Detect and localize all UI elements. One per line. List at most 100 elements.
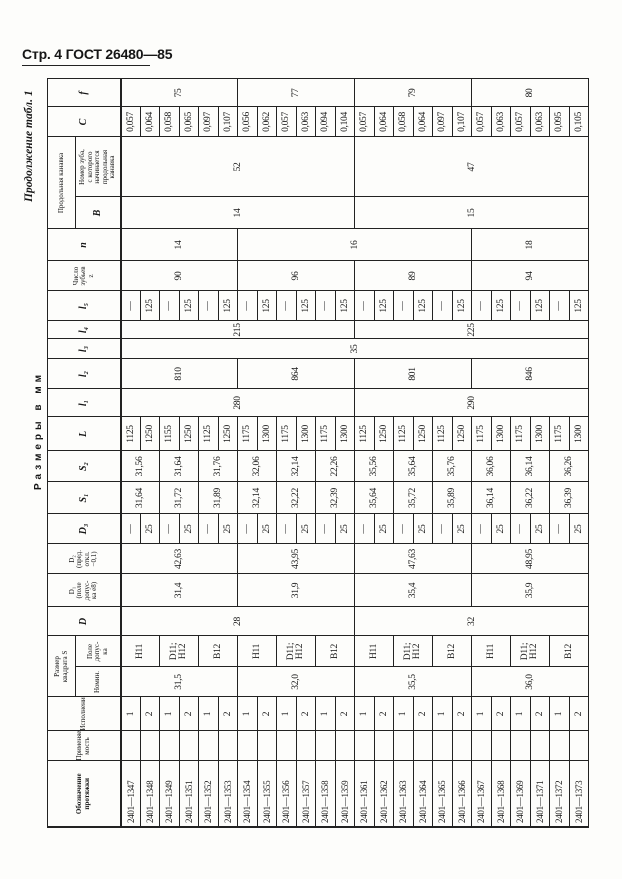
cell-designation: 2401—1352 (198, 761, 218, 827)
cell-d3: — (315, 513, 335, 544)
cell-C: 0,057 (354, 106, 374, 137)
cell-l5: 125 (452, 290, 472, 321)
cell-designation: 2401—1358 (315, 761, 335, 827)
cell-B: 15 (354, 196, 589, 229)
header-s2: S₂ (47, 450, 121, 482)
cell-d3: 25 (257, 513, 277, 544)
cell-C: 0,062 (257, 106, 277, 137)
header-l5: l₅ (47, 290, 121, 321)
cell-s1: 35,89 (432, 481, 472, 514)
table-row: 2401—1361 1 35,5 H11 32 35,4 47,63—35,64 35,56 1… (354, 78, 589, 827)
cell-d3: 25 (296, 513, 316, 544)
cell-application (510, 731, 530, 761)
header-designation: Обозначение протяжки (47, 761, 121, 827)
header-d1: D₁ (поле допус- ка e8) (47, 573, 121, 607)
cell-application (432, 731, 452, 761)
cell-C: 0,107 (452, 106, 472, 137)
header-square-nominal: Номин. (75, 667, 121, 697)
cell-l5: 125 (257, 290, 277, 321)
header-square-tolerance: Поле допус- ка (75, 635, 121, 667)
units-label: Размеры в мм (33, 370, 44, 490)
cell-L: 1125 (198, 416, 218, 451)
cell-d: 28 (120, 606, 355, 636)
cell-version: 1 (510, 697, 530, 731)
cell-designation: 2401—1357 (296, 761, 316, 827)
cell-version: 2 (452, 697, 472, 731)
cell-s_tol: D11; H12 (510, 635, 550, 667)
cell-version: 1 (354, 697, 374, 731)
header-groove-start-tooth: Номер зуба, с которого начинается продол… (75, 136, 121, 197)
cell-d3: — (198, 513, 218, 544)
cell-application (315, 731, 335, 761)
cell-l5: — (354, 290, 374, 321)
cell-d3: — (432, 513, 452, 544)
cell-s1: 35,72 (393, 481, 433, 514)
cell-L: 1125 (120, 416, 140, 451)
cell-version: 1 (159, 697, 179, 731)
cell-l5: 125 (296, 290, 316, 321)
cell-L: 1175 (471, 416, 491, 451)
cell-s_tol: H11 (471, 635, 511, 667)
header-f: f (47, 78, 121, 107)
cell-d3: — (120, 513, 140, 544)
cell-d3: — (354, 513, 374, 544)
cell-n: 18 (471, 228, 589, 261)
cell-version: 1 (237, 697, 257, 731)
cell-d3: 25 (530, 513, 550, 544)
cell-l5: — (432, 290, 452, 321)
cell-L: 1250 (140, 416, 160, 451)
header-d2: D₂ (пред. откл. −0,1) (47, 543, 121, 574)
cell-designation: 2401—1359 (335, 761, 355, 827)
header-application: Применяе- мость (47, 731, 121, 761)
cell-s1: 31,72 (159, 481, 199, 514)
cell-l5: — (471, 290, 491, 321)
cell-L: 1250 (179, 416, 199, 451)
cell-version: 1 (198, 697, 218, 731)
cell-l5: — (549, 290, 569, 321)
cell-d3: 25 (374, 513, 394, 544)
cell-L: 1300 (335, 416, 355, 451)
cell-version: 1 (471, 697, 491, 731)
cell-application (140, 731, 160, 761)
cell-d3: — (237, 513, 257, 544)
cell-s1: 32,39 (315, 481, 355, 514)
cell-s2: 36,26 (549, 450, 589, 482)
cell-s_tol: B12 (315, 635, 355, 667)
cell-version: 1 (276, 697, 296, 731)
cell-l5: — (198, 290, 218, 321)
cell-l5: 125 (140, 290, 160, 321)
cell-s2: 22,26 (315, 450, 355, 482)
cell-L: 1175 (315, 416, 335, 451)
cell-s2: 35,76 (432, 450, 472, 482)
cell-s1: 31,89 (198, 481, 238, 514)
cell-d3: 25 (218, 513, 238, 544)
cell-application (198, 731, 218, 761)
cell-application (237, 731, 257, 761)
cell-version: 2 (140, 697, 160, 731)
cell-d1: 35,4 (354, 573, 472, 607)
cell-designation: 2401—1356 (276, 761, 296, 827)
cell-l5: — (276, 290, 296, 321)
cell-s1: 32,14 (237, 481, 277, 514)
cell-L: 1125 (393, 416, 413, 451)
header-square-size-group: Размер квадрата S (47, 635, 76, 697)
cell-f: 77 (237, 78, 355, 107)
cell-s2: 31,56 (120, 450, 160, 482)
cell-l4: 215 (120, 320, 355, 339)
cell-designation: 2401—1372 (549, 761, 569, 827)
cell-f: 75 (120, 78, 238, 107)
table-row: 2401—1347 1 31,5 H11 28 31,4 42,63—31,64 31,56 1… (120, 78, 589, 827)
cell-f: 80 (471, 78, 589, 107)
cell-designation: 2401—1355 (257, 761, 277, 827)
cell-d3: 25 (569, 513, 589, 544)
cell-z: 90 (120, 260, 238, 291)
cell-version: 2 (179, 697, 199, 731)
cell-C: 0,097 (198, 106, 218, 137)
cell-l5: 125 (335, 290, 355, 321)
cell-application (159, 731, 179, 761)
cell-l1: 290 (354, 388, 589, 417)
cell-C: 0,105 (569, 106, 589, 137)
header-groove-group: Продольная канавка (47, 136, 76, 229)
cell-version: 1 (393, 697, 413, 731)
header-d: D (47, 606, 121, 636)
